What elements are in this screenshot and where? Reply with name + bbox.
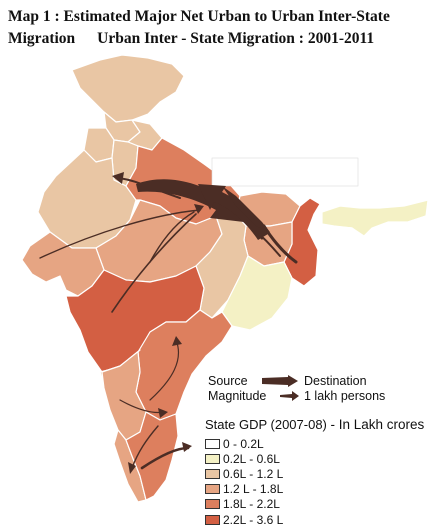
region-tripura (355, 247, 371, 265)
gdp-legend-swatch (205, 468, 220, 479)
region-manipur (391, 231, 415, 263)
gdp-legend-label: 0.2L - 0.6L (223, 451, 280, 466)
gdp-legend-label: 1.2 L - 1.8L (223, 482, 284, 497)
white-redaction-box (211, 157, 359, 187)
gdp-legend-item: 0.2L - 0.6L (205, 451, 283, 466)
arrow-ap-to-karnataka (131, 425, 159, 469)
legend-magnitude-value: 1 lakh persons (304, 389, 386, 403)
legend-magnitude-arrow-icon (280, 391, 299, 401)
legend-destination-label: Destination (304, 374, 367, 388)
gdp-legend-swatch (205, 499, 220, 510)
gdp-legend-swatch (205, 514, 220, 525)
legend-source-arrow-icon (262, 375, 298, 387)
arrow-andhra-to-tn (149, 339, 180, 401)
arrowhead-up (194, 204, 204, 214)
gdp-legend-item: 1.2 L - 1.8L (205, 482, 283, 497)
gdp-legend-item: 0 - 0.2L (205, 436, 283, 451)
arrowhead-north (172, 336, 182, 346)
gdp-legend-label: 0.6L - 1.2 L (223, 466, 284, 481)
gdp-legend-title-text: State GDP (2007-08) (205, 417, 327, 432)
gdp-legend-title: State GDP (2007-08) - In Lakh crores (205, 417, 424, 432)
gdp-legend-item: 2.2L - 3.6 L (205, 512, 283, 527)
gdp-legend-item: 1.8L - 2.2L (205, 497, 283, 512)
gdp-legend-label: 2.2L - 3.6 L (223, 512, 284, 527)
arrow-wedge-east (222, 186, 270, 232)
gdp-legend-label: 0 - 0.2L (223, 436, 264, 451)
region-jammu-kashmir (71, 54, 185, 123)
arrowhead-delhi (112, 172, 124, 184)
map-title-line-2: Migration Urban Inter - State Migration :… (8, 30, 374, 48)
region-odisha (221, 255, 293, 331)
arrowhead-south (182, 442, 192, 452)
arrowhead-karnataka (158, 408, 168, 418)
gdp-legend-swatch (205, 453, 220, 464)
gdp-legend-swatch (205, 484, 220, 495)
legend-magnitude-label: Magnitude (208, 389, 267, 403)
gdp-legend-unit: - In Lakh crores (330, 417, 425, 432)
title-part-migration: Migration (8, 30, 76, 47)
arrowhead-kerala (128, 462, 136, 474)
region-sikkim (299, 185, 311, 199)
gdp-legend-item: 0.6L - 1.2 L (205, 466, 283, 481)
arrow-big-bihar-to-delhi (198, 184, 268, 240)
arrow-gujarat-to-up (39, 209, 201, 259)
legend-source-label: Source (208, 374, 248, 388)
arrow-maharashtra-to-up (111, 213, 197, 313)
region-chhattisgarh (195, 213, 249, 319)
region-mizoram (373, 247, 393, 287)
gdp-legend-label: 1.8L - 2.2L (223, 497, 280, 512)
region-nagaland (407, 215, 427, 237)
map-title-line-1: Map 1 : Estimated Major Net Urban to Urb… (8, 8, 390, 25)
arrow-mp-to-delhi (149, 211, 195, 263)
arrow-big-up-to-delhi (136, 179, 244, 222)
region-tamil-nadu (125, 411, 179, 501)
gdp-legend-swatch (205, 438, 220, 449)
gdp-legend: 0 - 0.2L 0.2L - 0.6L 0.6L - 1.2 L 1.2 L - 1… (205, 436, 283, 527)
region-meghalaya (329, 225, 363, 241)
title-part-urban: Urban Inter - State Migration : 2001-201… (97, 30, 375, 47)
